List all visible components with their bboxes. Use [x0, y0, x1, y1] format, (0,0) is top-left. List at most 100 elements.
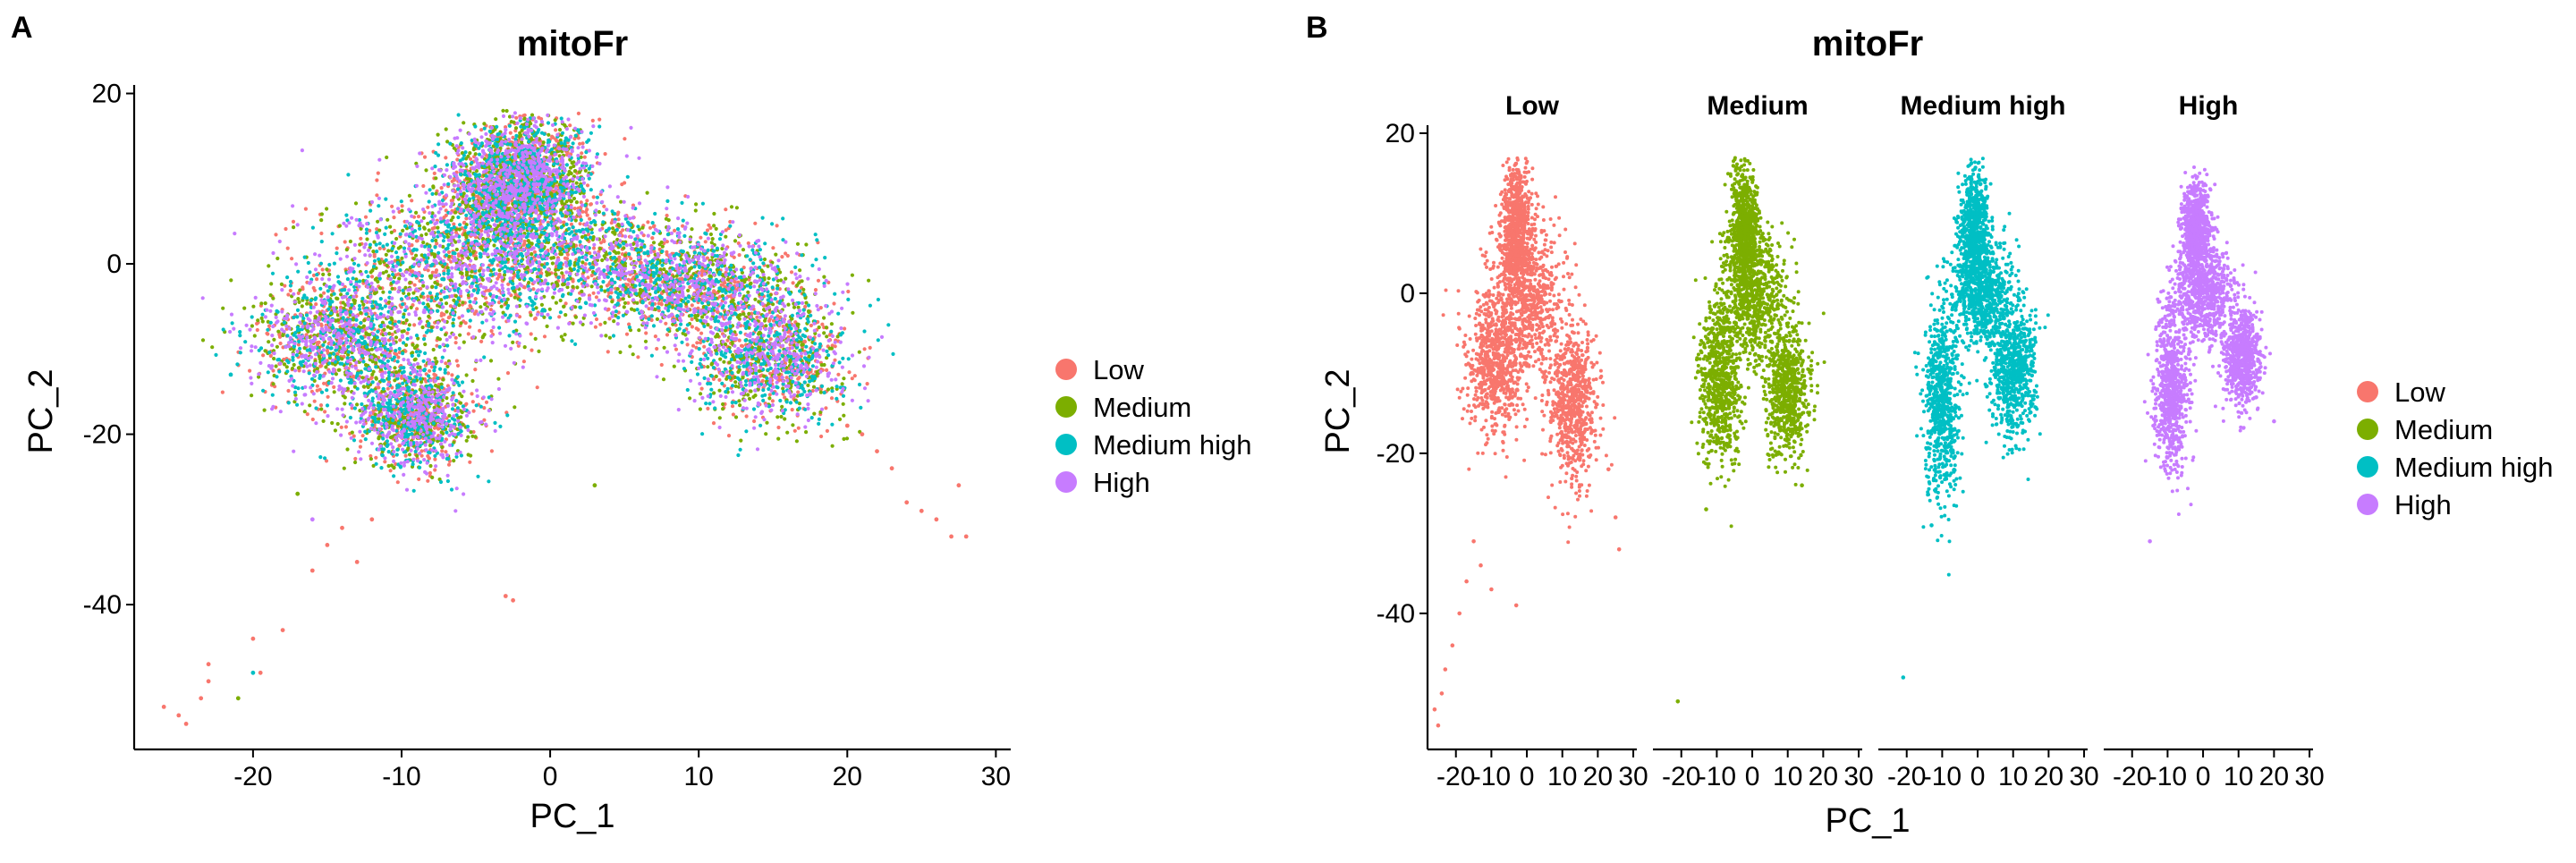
point: [732, 299, 735, 302]
point: [358, 250, 361, 253]
point: [796, 377, 800, 381]
point: [447, 250, 451, 254]
point: [433, 172, 436, 175]
point: [747, 241, 750, 245]
point: [660, 302, 664, 306]
point: [801, 343, 805, 346]
point: [370, 348, 374, 351]
point: [530, 114, 534, 117]
point: [649, 280, 653, 283]
point: [286, 292, 290, 296]
point: [426, 206, 429, 209]
point: [832, 301, 835, 305]
point: [398, 338, 402, 342]
point: [564, 333, 567, 336]
point: [436, 336, 439, 340]
point: [709, 326, 713, 329]
point: [454, 336, 458, 340]
point: [426, 479, 429, 483]
point: [229, 278, 233, 282]
point: [822, 363, 826, 367]
point: [358, 242, 361, 246]
point: [511, 341, 514, 344]
point: [459, 321, 462, 325]
point: [618, 351, 622, 354]
point: [210, 345, 214, 349]
point: [221, 307, 225, 310]
point: [353, 461, 357, 464]
point: [697, 328, 700, 332]
point: [314, 302, 318, 306]
point: [706, 323, 709, 326]
point: [543, 334, 547, 338]
point: [430, 476, 434, 479]
point: [404, 454, 408, 458]
point: [796, 390, 800, 393]
point: [494, 117, 497, 121]
point: [455, 248, 459, 251]
point: [453, 241, 457, 244]
point: [298, 288, 301, 292]
point: [345, 248, 349, 251]
point: [514, 116, 518, 120]
point: [322, 419, 326, 423]
point: [686, 289, 690, 292]
point: [627, 278, 631, 282]
point: [686, 343, 690, 346]
point: [718, 416, 722, 419]
point: [496, 377, 500, 381]
point: [625, 333, 629, 336]
point: [458, 334, 462, 337]
point: [731, 404, 734, 408]
point: [378, 261, 382, 265]
point: [572, 285, 575, 289]
point: [597, 118, 601, 122]
point: [546, 325, 549, 328]
point: [826, 387, 830, 391]
point: [253, 334, 257, 337]
point: [376, 280, 379, 283]
panel-b-letter: B: [1306, 11, 1328, 45]
point: [408, 323, 411, 326]
point: [434, 176, 437, 180]
point: [723, 281, 726, 284]
point: [721, 407, 724, 410]
panel-a-title: mitoFr: [517, 24, 628, 63]
point: [465, 373, 469, 377]
panel-a-points: [162, 109, 969, 726]
point: [775, 224, 779, 227]
point: [462, 191, 466, 195]
point: [248, 369, 251, 373]
point: [523, 240, 527, 243]
point: [447, 463, 451, 467]
point: [733, 380, 737, 384]
point: [554, 128, 557, 131]
point: [767, 396, 771, 400]
point: [386, 387, 390, 391]
point: [749, 389, 752, 393]
point: [321, 267, 325, 271]
point: [700, 387, 704, 391]
point: [386, 249, 390, 252]
point: [746, 291, 750, 294]
point: [733, 239, 737, 242]
point: [428, 471, 432, 475]
point: [807, 310, 810, 314]
point: [327, 273, 331, 276]
point: [722, 360, 725, 364]
point: [809, 324, 813, 327]
point: [375, 193, 378, 197]
point: [561, 283, 564, 286]
point: [623, 253, 627, 257]
point: [269, 354, 273, 358]
point: [580, 210, 584, 214]
point: [301, 285, 304, 289]
point: [572, 322, 575, 326]
point: [337, 368, 341, 372]
point: [353, 457, 357, 461]
point: [537, 350, 540, 353]
point: [464, 216, 468, 220]
point: [457, 316, 461, 319]
point: [530, 332, 533, 335]
point: [385, 156, 388, 159]
